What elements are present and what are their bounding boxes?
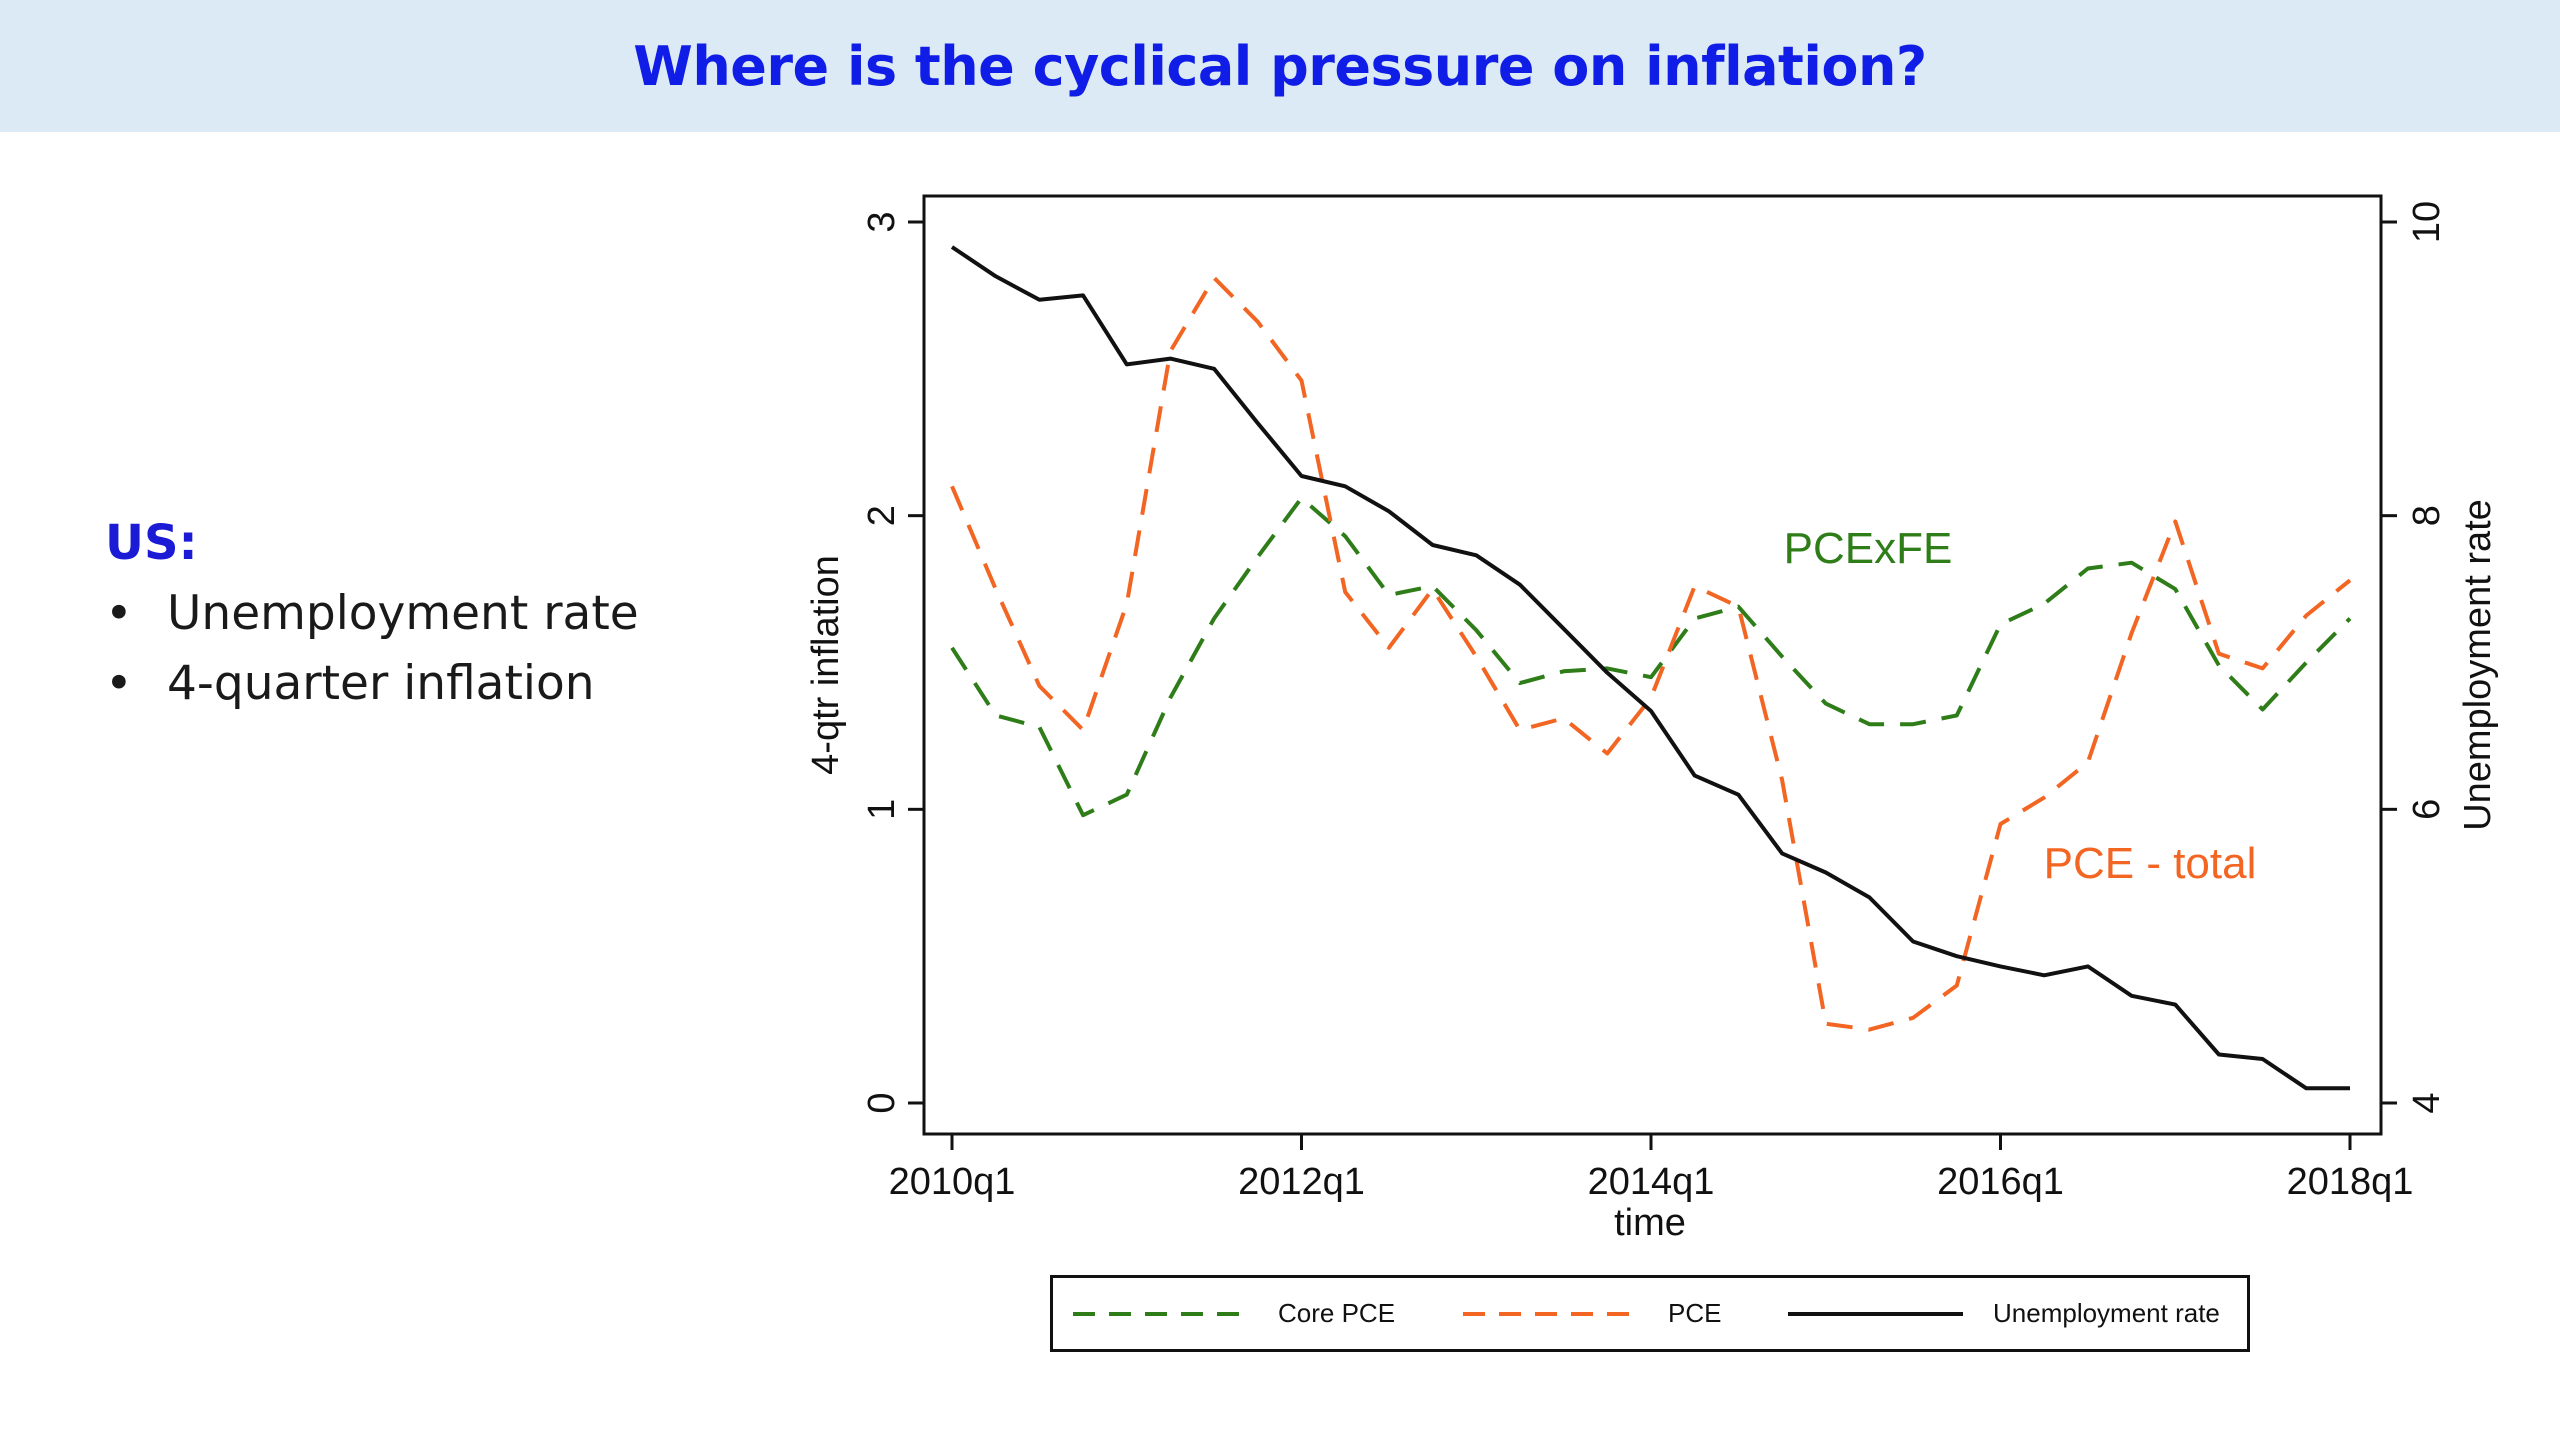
left-y-tick-label: 0 <box>861 1092 903 1113</box>
legend-item-core-pce: Core PCE <box>1073 1278 1395 1349</box>
legend-label: Unemployment rate <box>1993 1298 2220 1328</box>
x-tick-label: 2016q1 <box>1937 1161 2064 1203</box>
left-y-axis-label: 4-qtr inflation <box>805 555 847 775</box>
right-y-tick-label: 10 <box>2406 201 2448 243</box>
bullet-dot: • <box>105 586 133 641</box>
series-line-unemployment-rate <box>950 245 2350 1091</box>
x-tick-label: 2014q1 <box>1588 1161 1715 1203</box>
series-line-pce <box>950 275 2352 1032</box>
title-band: Where is the cyclical pressure on inflat… <box>0 0 2560 132</box>
left-panel: US: • Unemployment rate • 4-quarter inflat… <box>105 515 639 719</box>
axes-layer: 0 1 2 3 4 6 8 10 2010q1 2012q1 2014q1 2016q1 2018q1 <box>861 201 2448 1203</box>
annotation-pce-total: PCE - total <box>2044 839 2257 888</box>
bullet-item: • 4-quarter inflation <box>105 649 639 719</box>
legend-label: PCE <box>1668 1298 1722 1328</box>
left-y-tick-label: 3 <box>861 211 903 232</box>
labels-layer: time 4-qtr inflation Unemployment rate P… <box>805 499 2499 1244</box>
bullet-item: • Unemployment rate <box>105 579 639 649</box>
legend-label: Core PCE <box>1278 1298 1396 1328</box>
plot-frame <box>922 194 2383 1136</box>
bullet-text: 4-quarter inflation <box>167 656 595 711</box>
legend-swatch-core-pce <box>1073 1311 1248 1316</box>
x-tick-label: 2010q1 <box>889 1161 1016 1203</box>
annotation-pcexfe: PCExFE <box>1784 524 1953 573</box>
series-line-core-pce <box>950 496 2352 818</box>
right-y-tick-label: 8 <box>2406 505 2448 526</box>
slide-title: Where is the cyclical pressure on inflat… <box>633 34 1927 98</box>
legend-item-unemployment: Unemployment rate <box>1788 1278 2220 1349</box>
legend-swatch-unemployment <box>1788 1311 1963 1316</box>
bullet-text: Unemployment rate <box>167 586 639 641</box>
series-layer <box>950 245 2352 1091</box>
legend-item-pce: PCE <box>1463 1278 1721 1349</box>
left-y-tick-label: 1 <box>861 799 903 820</box>
left-y-tick-label: 2 <box>861 505 903 526</box>
legend-swatch-pce <box>1463 1311 1638 1316</box>
x-axis-label: time <box>1614 1202 1686 1244</box>
x-tick-label: 2018q1 <box>2287 1161 2414 1203</box>
bullet-dot: • <box>105 656 133 711</box>
legend: Core PCE PCE Unemployment rate <box>1050 1275 2250 1352</box>
bullet-list: • Unemployment rate • 4-quarter inflation <box>105 579 639 719</box>
right-y-tick-label: 6 <box>2406 799 2448 820</box>
region-label: US: <box>105 515 198 571</box>
right-y-tick-label: 4 <box>2406 1092 2448 1113</box>
right-y-axis-label: Unemployment rate <box>2457 499 2499 831</box>
x-tick-label: 2012q1 <box>1238 1161 1365 1203</box>
